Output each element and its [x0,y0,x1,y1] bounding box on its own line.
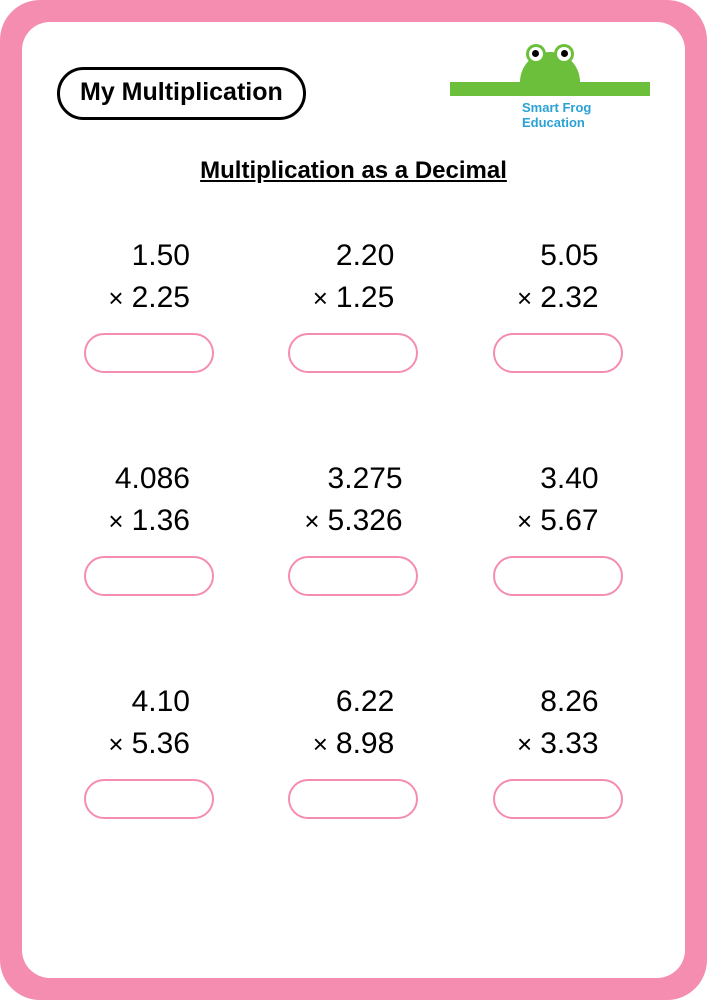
multiply-icon: × [108,503,123,539]
multiplicand: 3.275 [304,458,402,500]
multiply-icon: × [313,280,328,316]
outer-frame: My Multiplication Smart Frog Education M… [0,0,707,1000]
header-row: My Multiplication Smart Frog Education [57,52,650,132]
multiply-icon: × [517,280,532,316]
answer-input-5[interactable] [288,556,418,596]
multiplier: 2.32 [540,277,598,319]
multiply-icon: × [313,726,328,762]
multiplicand: 2.20 [313,235,395,277]
multiplicand: 8.26 [517,681,599,723]
multiplier: 3.33 [540,723,598,765]
problem-7: 4.10 × 5.36 [62,681,236,819]
multiplicand: 4.10 [108,681,190,723]
multiplicand: 5.05 [517,235,599,277]
answer-input-9[interactable] [493,779,623,819]
problem-1: 1.50 × 2.25 [62,235,236,373]
problem-4: 4.086 × 1.36 [62,458,236,596]
problems-grid: 1.50 × 2.25 2.20 × 1.25 [57,235,650,819]
multiplicand: 6.22 [313,681,395,723]
multiply-icon: × [108,726,123,762]
multiplicand: 1.50 [108,235,190,277]
operands: 4.086 × 1.36 [108,458,190,542]
operands: 5.05 × 2.32 [517,235,599,319]
operands: 3.275 × 5.326 [304,458,402,542]
operands: 1.50 × 2.25 [108,235,190,319]
multiply-icon: × [517,726,532,762]
answer-input-1[interactable] [84,333,214,373]
multiplier: 1.25 [336,277,394,319]
multiplier: 5.67 [540,500,598,542]
multiplicand: 3.40 [517,458,599,500]
answer-input-3[interactable] [493,333,623,373]
multiplier: 2.25 [132,277,190,319]
problem-6: 3.40 × 5.67 [471,458,645,596]
operands: 3.40 × 5.67 [517,458,599,542]
multiply-icon: × [304,503,319,539]
problem-3: 5.05 × 2.32 [471,235,645,373]
multiply-icon: × [517,503,532,539]
answer-input-4[interactable] [84,556,214,596]
multiplier: 8.98 [336,723,394,765]
page-title: My Multiplication [57,67,306,120]
multiplier: 5.36 [132,723,190,765]
operands: 6.22 × 8.98 [313,681,395,765]
operands: 8.26 × 3.33 [517,681,599,765]
answer-input-6[interactable] [493,556,623,596]
problem-2: 2.20 × 1.25 [266,235,440,373]
multiply-icon: × [108,280,123,316]
operands: 4.10 × 5.36 [108,681,190,765]
multiplier: 1.36 [132,500,190,542]
multiplier: 5.326 [328,500,403,542]
multiplicand: 4.086 [108,458,190,500]
answer-input-8[interactable] [288,779,418,819]
operands: 2.20 × 1.25 [313,235,395,319]
problem-9: 8.26 × 3.33 [471,681,645,819]
problem-5: 3.275 × 5.326 [266,458,440,596]
problem-8: 6.22 × 8.98 [266,681,440,819]
answer-input-2[interactable] [288,333,418,373]
logo-text: Smart Frog Education [522,100,650,130]
worksheet-page: My Multiplication Smart Frog Education M… [22,22,685,978]
brand-logo: Smart Frog Education [450,52,650,132]
frog-icon [520,52,580,84]
answer-input-7[interactable] [84,779,214,819]
worksheet-subtitle: Multiplication as a Decimal [57,157,650,185]
